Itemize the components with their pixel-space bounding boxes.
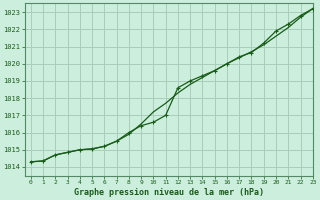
- X-axis label: Graphe pression niveau de la mer (hPa): Graphe pression niveau de la mer (hPa): [74, 188, 264, 197]
